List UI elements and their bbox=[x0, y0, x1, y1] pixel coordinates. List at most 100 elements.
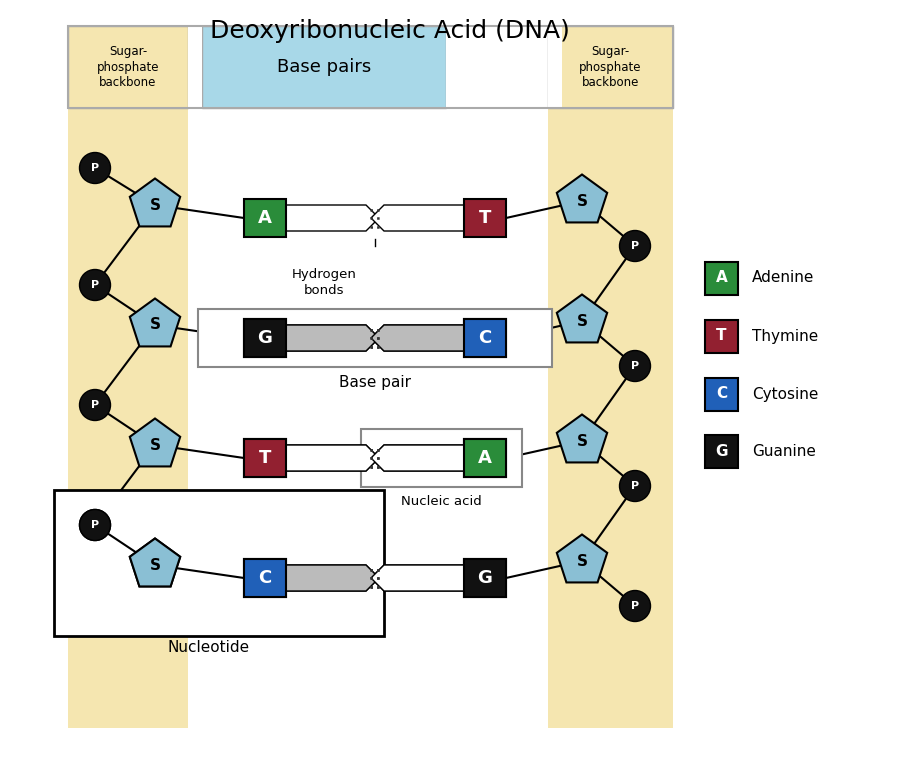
Text: S: S bbox=[150, 557, 161, 573]
FancyBboxPatch shape bbox=[68, 73, 188, 728]
Text: S: S bbox=[576, 434, 587, 448]
Text: Base pairs: Base pairs bbox=[277, 58, 371, 76]
Circle shape bbox=[620, 471, 650, 502]
Polygon shape bbox=[557, 414, 607, 462]
FancyBboxPatch shape bbox=[464, 439, 506, 477]
Circle shape bbox=[79, 509, 110, 540]
Text: Base pair: Base pair bbox=[339, 375, 411, 390]
Text: P: P bbox=[91, 520, 100, 530]
Circle shape bbox=[79, 509, 110, 540]
Circle shape bbox=[620, 350, 650, 382]
Text: P: P bbox=[91, 280, 100, 290]
Text: Sugar-
phosphate
backbone: Sugar- phosphate backbone bbox=[97, 45, 159, 89]
Text: Sugar-
phosphate
backbone: Sugar- phosphate backbone bbox=[579, 45, 642, 89]
FancyBboxPatch shape bbox=[464, 559, 506, 597]
FancyBboxPatch shape bbox=[464, 439, 506, 477]
FancyBboxPatch shape bbox=[464, 559, 506, 597]
Text: T: T bbox=[478, 209, 491, 227]
FancyBboxPatch shape bbox=[188, 26, 202, 108]
FancyBboxPatch shape bbox=[464, 199, 506, 237]
Polygon shape bbox=[371, 325, 464, 351]
Text: Hydrogen
bonds: Hydrogen bonds bbox=[291, 268, 356, 297]
Text: S: S bbox=[150, 438, 161, 452]
Text: Adenine: Adenine bbox=[752, 271, 814, 285]
Text: Nucleotide: Nucleotide bbox=[168, 640, 250, 655]
Polygon shape bbox=[371, 325, 464, 351]
FancyBboxPatch shape bbox=[244, 559, 286, 597]
FancyBboxPatch shape bbox=[705, 377, 738, 410]
Polygon shape bbox=[286, 445, 379, 471]
Polygon shape bbox=[557, 295, 607, 342]
Text: C: C bbox=[478, 329, 491, 347]
Text: G: G bbox=[715, 444, 728, 459]
FancyBboxPatch shape bbox=[446, 26, 460, 108]
Polygon shape bbox=[286, 325, 379, 351]
Text: T: T bbox=[717, 329, 727, 343]
Text: P: P bbox=[631, 601, 639, 611]
Polygon shape bbox=[130, 179, 180, 226]
Text: Cytosine: Cytosine bbox=[752, 386, 818, 401]
Text: S: S bbox=[150, 557, 161, 573]
FancyBboxPatch shape bbox=[198, 309, 552, 367]
Text: T: T bbox=[258, 449, 271, 467]
FancyBboxPatch shape bbox=[361, 429, 522, 487]
Circle shape bbox=[620, 591, 650, 621]
Text: Guanine: Guanine bbox=[752, 444, 816, 459]
Polygon shape bbox=[130, 418, 180, 466]
Text: A: A bbox=[716, 271, 728, 285]
Circle shape bbox=[79, 270, 110, 301]
FancyBboxPatch shape bbox=[244, 439, 286, 477]
Text: S: S bbox=[150, 318, 161, 332]
Text: S: S bbox=[576, 553, 587, 568]
Polygon shape bbox=[286, 205, 379, 231]
Polygon shape bbox=[371, 565, 464, 591]
Polygon shape bbox=[130, 539, 180, 587]
Text: G: G bbox=[257, 329, 272, 347]
Text: G: G bbox=[257, 329, 272, 347]
Text: S: S bbox=[576, 314, 587, 329]
FancyBboxPatch shape bbox=[202, 26, 446, 108]
Polygon shape bbox=[286, 565, 379, 591]
Text: P: P bbox=[91, 520, 100, 530]
FancyBboxPatch shape bbox=[464, 319, 506, 357]
Polygon shape bbox=[371, 205, 464, 231]
FancyBboxPatch shape bbox=[705, 261, 738, 295]
Polygon shape bbox=[286, 445, 379, 471]
Text: P: P bbox=[631, 481, 639, 491]
Polygon shape bbox=[130, 298, 180, 346]
Polygon shape bbox=[130, 539, 180, 587]
Text: T: T bbox=[258, 449, 271, 467]
FancyBboxPatch shape bbox=[548, 26, 673, 108]
Polygon shape bbox=[371, 565, 464, 591]
Circle shape bbox=[79, 152, 110, 183]
Text: C: C bbox=[478, 329, 491, 347]
FancyBboxPatch shape bbox=[705, 435, 738, 468]
Circle shape bbox=[620, 230, 650, 261]
FancyBboxPatch shape bbox=[464, 319, 506, 357]
FancyBboxPatch shape bbox=[705, 319, 738, 352]
Text: C: C bbox=[258, 569, 272, 587]
Text: C: C bbox=[258, 569, 272, 587]
Text: P: P bbox=[631, 241, 639, 251]
FancyBboxPatch shape bbox=[244, 319, 286, 357]
FancyBboxPatch shape bbox=[244, 199, 286, 237]
Polygon shape bbox=[286, 565, 379, 591]
Text: G: G bbox=[477, 569, 492, 587]
FancyBboxPatch shape bbox=[548, 26, 562, 108]
Circle shape bbox=[79, 390, 110, 421]
Text: P: P bbox=[91, 163, 100, 173]
Text: P: P bbox=[631, 361, 639, 371]
Text: S: S bbox=[150, 197, 161, 213]
Polygon shape bbox=[371, 445, 464, 471]
Text: A: A bbox=[478, 449, 492, 467]
Text: P: P bbox=[91, 400, 100, 410]
Text: Thymine: Thymine bbox=[752, 329, 818, 343]
Polygon shape bbox=[286, 325, 379, 351]
Text: A: A bbox=[258, 209, 272, 227]
FancyBboxPatch shape bbox=[244, 439, 286, 477]
Polygon shape bbox=[371, 445, 464, 471]
FancyBboxPatch shape bbox=[54, 490, 384, 636]
Polygon shape bbox=[557, 534, 607, 582]
FancyBboxPatch shape bbox=[548, 73, 673, 728]
Text: A: A bbox=[478, 449, 492, 467]
